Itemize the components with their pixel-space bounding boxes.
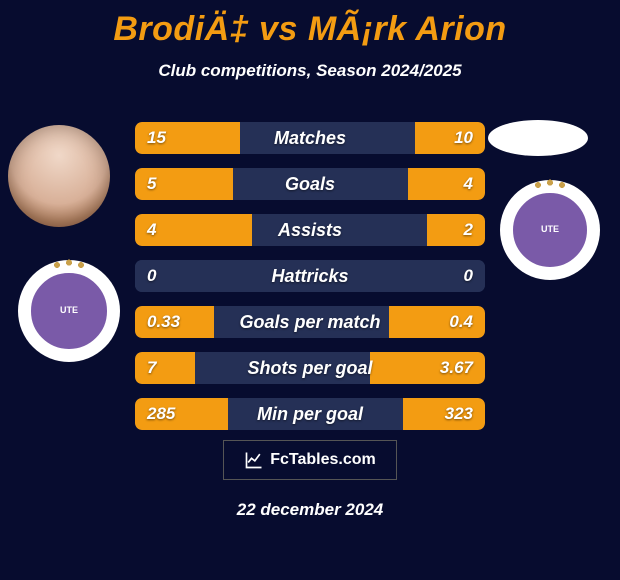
stats-container: Matches1510Goals54Assists42Hattricks00Go… [135, 122, 485, 444]
stat-label: Goals per match [135, 306, 485, 338]
chart-icon [244, 450, 264, 470]
stat-row: Goals5 4 [135, 168, 485, 200]
stat-value-left: 7 [147, 352, 156, 384]
stat-value-left: 0 [147, 260, 156, 292]
brand-text: FcTables.com [270, 451, 376, 469]
player2-club-badge: UTE [500, 180, 600, 280]
stat-label: Hattricks [135, 260, 485, 292]
club-badge-inner: UTE [28, 270, 110, 352]
page-title: BrodiÄ‡ vs MÃ¡rk Arion [0, 0, 620, 49]
stat-value-left: 285 [147, 398, 175, 430]
comparison-card: BrodiÄ‡ vs MÃ¡rk Arion Club competitions… [0, 0, 620, 580]
stat-value-right: 10 [454, 122, 473, 154]
stat-value-right: 0 [464, 260, 473, 292]
club-badge-inner: UTE [510, 190, 590, 270]
stat-row: Min per goal285 323 [135, 398, 485, 430]
stat-label: Goals [135, 168, 485, 200]
brand-badge: FcTables.com [223, 440, 397, 480]
stat-row: Shots per goal7 3.67 [135, 352, 485, 384]
footer-date: 22 december 2024 [0, 500, 620, 520]
stat-label: Shots per goal [135, 352, 485, 384]
subtitle: Club competitions, Season 2024/2025 [0, 61, 620, 81]
stat-value-left: 5 [147, 168, 156, 200]
stat-value-right: 0.4 [449, 306, 473, 338]
stat-value-right: 323 [445, 398, 473, 430]
stat-value-right: 4 [464, 168, 473, 200]
stat-value-left: 4 [147, 214, 156, 246]
stat-value-left: 0.33 [147, 306, 180, 338]
stat-value-right: 2 [464, 214, 473, 246]
stat-row: Assists4 2 [135, 214, 485, 246]
player1-club-badge: UTE [18, 260, 120, 362]
stat-label: Matches [135, 122, 485, 154]
club-badge-text: UTE [60, 306, 78, 316]
club-badge-text: UTE [541, 225, 559, 235]
stat-label: Assists [135, 214, 485, 246]
stat-row: Matches15 10 [135, 122, 485, 154]
stat-label: Min per goal [135, 398, 485, 430]
stat-value-right: 3.67 [440, 352, 473, 384]
player2-avatar [488, 120, 588, 156]
stat-row: Hattricks0 0 [135, 260, 485, 292]
player1-avatar [8, 125, 110, 227]
stat-value-left: 15 [147, 122, 166, 154]
stat-row: Goals per match0.33 0.4 [135, 306, 485, 338]
